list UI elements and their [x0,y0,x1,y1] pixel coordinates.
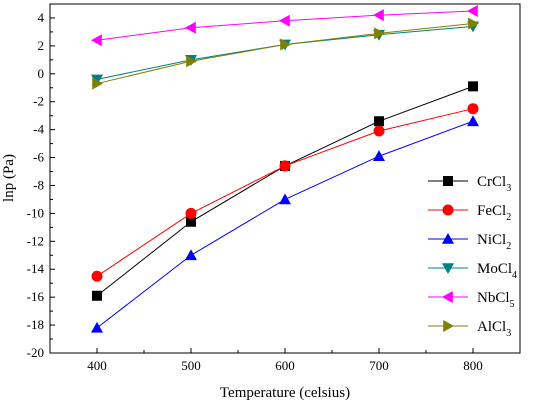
y-tick-label: 2 [38,38,45,53]
data-point-mocl4 [91,74,103,86]
series-line-nbcl5 [96,10,474,41]
legend-marker-icon [442,291,453,303]
legend-marker-icon [443,320,454,332]
legend-item-fecl2: FeCl2 [428,203,511,223]
data-point-alcl3 [92,77,103,90]
legend-label: FeCl2 [477,203,511,223]
legend-item-nbcl5: NbCl5 [428,290,515,310]
data-point-nicl2 [279,193,291,205]
y-tick-label: -16 [27,289,45,304]
legend-label: AlCl3 [477,319,511,339]
series-line-mocl4 [96,25,474,80]
legend-item-alcl3: AlCl3 [428,319,511,339]
data-point-nbcl5 [185,21,196,34]
legend-item-mocl4: MoCl4 [428,261,517,281]
legend: CrCl3 FeCl2 NiCl2 MoCl4 NbCl5 AlCl3 [428,174,517,339]
series-markers [91,4,479,333]
data-point-nbcl5 [91,34,102,47]
y-tick-label: -14 [27,261,45,276]
data-point-crcl3 [92,290,102,301]
x-tick-label: 500 [181,358,201,373]
legend-label: CrCl3 [477,174,511,194]
x-tick-label: 800 [463,358,483,373]
data-point-nbcl5 [373,9,384,22]
data-point-nbcl5 [279,14,290,27]
legend-marker-icon [442,204,454,216]
legend-label: MoCl4 [477,261,517,281]
x-axis-title: Temperature (celsius) [220,385,350,401]
legend-item-crcl3: CrCl3 [428,174,511,194]
legend-item-nicl2: NiCl2 [428,232,511,252]
data-point-alcl3 [374,27,385,40]
y-tick-label: -6 [33,150,44,165]
y-tick-label: 0 [38,66,45,81]
legend-label: NbCl5 [477,290,515,310]
y-tick-label: -20 [27,345,44,360]
series-line-crcl3 [96,85,474,297]
y-tick-label: -12 [27,233,44,248]
data-point-crcl3 [186,216,196,227]
axis-ticks: 400 500 600 700 800-20-18-16-14-12-10-8-6-4-… [27,10,521,373]
data-point-nicl2 [91,321,103,333]
data-point-fecl2 [467,103,479,115]
data-point-crcl3 [468,81,478,92]
x-tick-label: 400 [87,358,107,373]
data-point-fecl2 [185,207,197,219]
y-tick-label: -8 [33,177,44,192]
data-point-alcl3 [468,17,479,30]
y-tick-label: -2 [33,94,44,109]
data-point-nbcl5 [467,4,478,17]
x-tick-label: 700 [369,358,389,373]
legend-marker-icon [443,176,453,186]
y-axis-title: lnp (Pa) [1,154,17,202]
y-tick-label: -4 [33,122,44,137]
x-tick-label: 600 [275,358,295,373]
data-point-fecl2 [91,270,103,282]
data-point-crcl3 [374,116,384,127]
data-point-nicl2 [373,150,385,161]
data-point-fecl2 [373,125,385,137]
data-point-nicl2 [185,249,197,261]
series-line-nicl2 [96,120,474,329]
legend-label: NiCl2 [477,232,511,252]
data-point-alcl3 [280,38,291,51]
data-point-alcl3 [186,55,197,68]
data-point-nicl2 [467,115,479,127]
y-tick-label: 4 [38,10,45,25]
y-tick-label: -10 [27,205,44,220]
y-tick-label: -18 [27,317,44,332]
legend-marker-icon [442,233,454,244]
legend-marker-icon [442,263,454,274]
data-point-fecl2 [279,160,291,172]
